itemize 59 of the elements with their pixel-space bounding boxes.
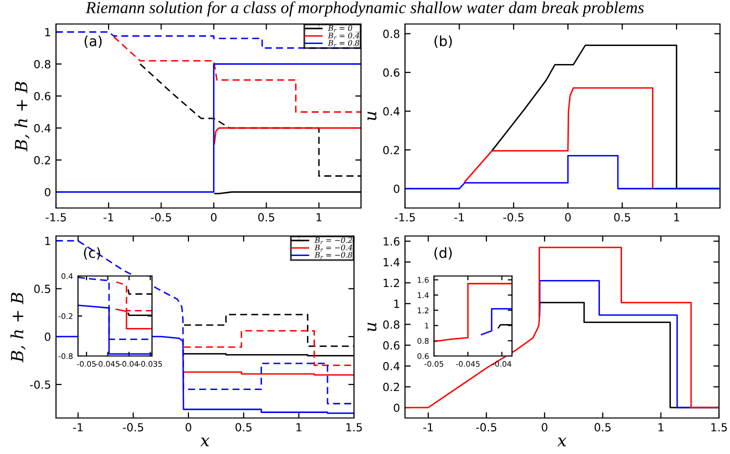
y-tick-label: 0.8 [383,320,400,329]
x-tick-label: 1 [674,213,680,222]
y-tick-label: 1 [394,300,400,308]
y-tick-label: 0 [44,332,50,341]
x-tick-label: -1.5 [394,213,415,222]
annotation: (d) [434,247,452,260]
y-tick-label: 0.6 [383,341,400,350]
x-tick-label: -1.5 [46,213,66,222]
y-tick-label: 1.4 [384,258,400,266]
y-axis-title: B, h + B [14,82,30,152]
x-tick-label: 0.5 [258,213,274,222]
x-tick-label: 0 [210,213,217,222]
x-tick-label: 0.5 [614,213,630,222]
y-tick-label: 1 [45,28,50,36]
y-axis-title: u [368,112,376,120]
annotation: (b) [434,36,452,48]
x-tick-label: 0 [542,423,548,432]
y-tick-label: 0 [394,404,400,412]
x-tick-label: -0.5 [122,423,144,432]
x-tick-label: 1.5 [711,423,727,432]
x-axis-title: x [200,438,210,446]
x-tick-label: -1 [73,423,83,432]
x-axis-title: x [557,438,566,446]
y-tick-label: 1 [45,236,50,246]
y-tick-label: 0.4 [383,362,400,370]
y-tick-label: 0.4 [383,107,400,116]
x-tick-label: -1 [454,213,464,222]
y-tick-label: 0.5 [34,284,50,294]
annotation: (a) [84,36,102,48]
x-tick-label: 1.5 [346,423,362,432]
y-tick-label: 0.4 [34,124,51,132]
y-tick-label: 0 [394,184,400,194]
y-axis-title: u [368,322,376,332]
x-tick-label: -1 [104,213,114,222]
x-tick-label: 0 [565,213,571,222]
text: Riemann solution for a class of morphodynamic shallow water dam break problems [86,1,644,17]
annotation: (c) [84,247,100,260]
x-tick-label: 1 [658,423,664,432]
x-tick-label: -0.5 [503,213,524,222]
y-tick-label: 1.2 [384,278,400,288]
y-tick-label: -0.5 [30,380,50,389]
y-tick-label: 0.2 [383,146,400,154]
x-tick-label: -1 [423,423,433,432]
x-tick-label: 1 [316,213,322,222]
y-tick-label: 1.6 [384,237,400,246]
y-tick-label: 0.2 [383,382,400,392]
y-axis-title: B, h + B [10,292,26,362]
y-tick-label: 0.6 [383,68,400,77]
x-tick-label: 0.5 [594,423,611,432]
x-tick-label: 1 [296,423,302,432]
x-tick-label: 0 [186,423,192,432]
x-tick-label: 0.5 [236,423,252,432]
y-tick-label: 0.6 [34,92,50,100]
y-tick-label: 0.8 [383,30,400,38]
y-tick-label: 0.2 [34,156,50,164]
y-tick-label: 0.8 [34,60,50,68]
y-tick-label: 0 [44,188,50,196]
x-tick-label: -0.5 [150,213,172,222]
x-tick-label: -0.5 [476,423,496,432]
